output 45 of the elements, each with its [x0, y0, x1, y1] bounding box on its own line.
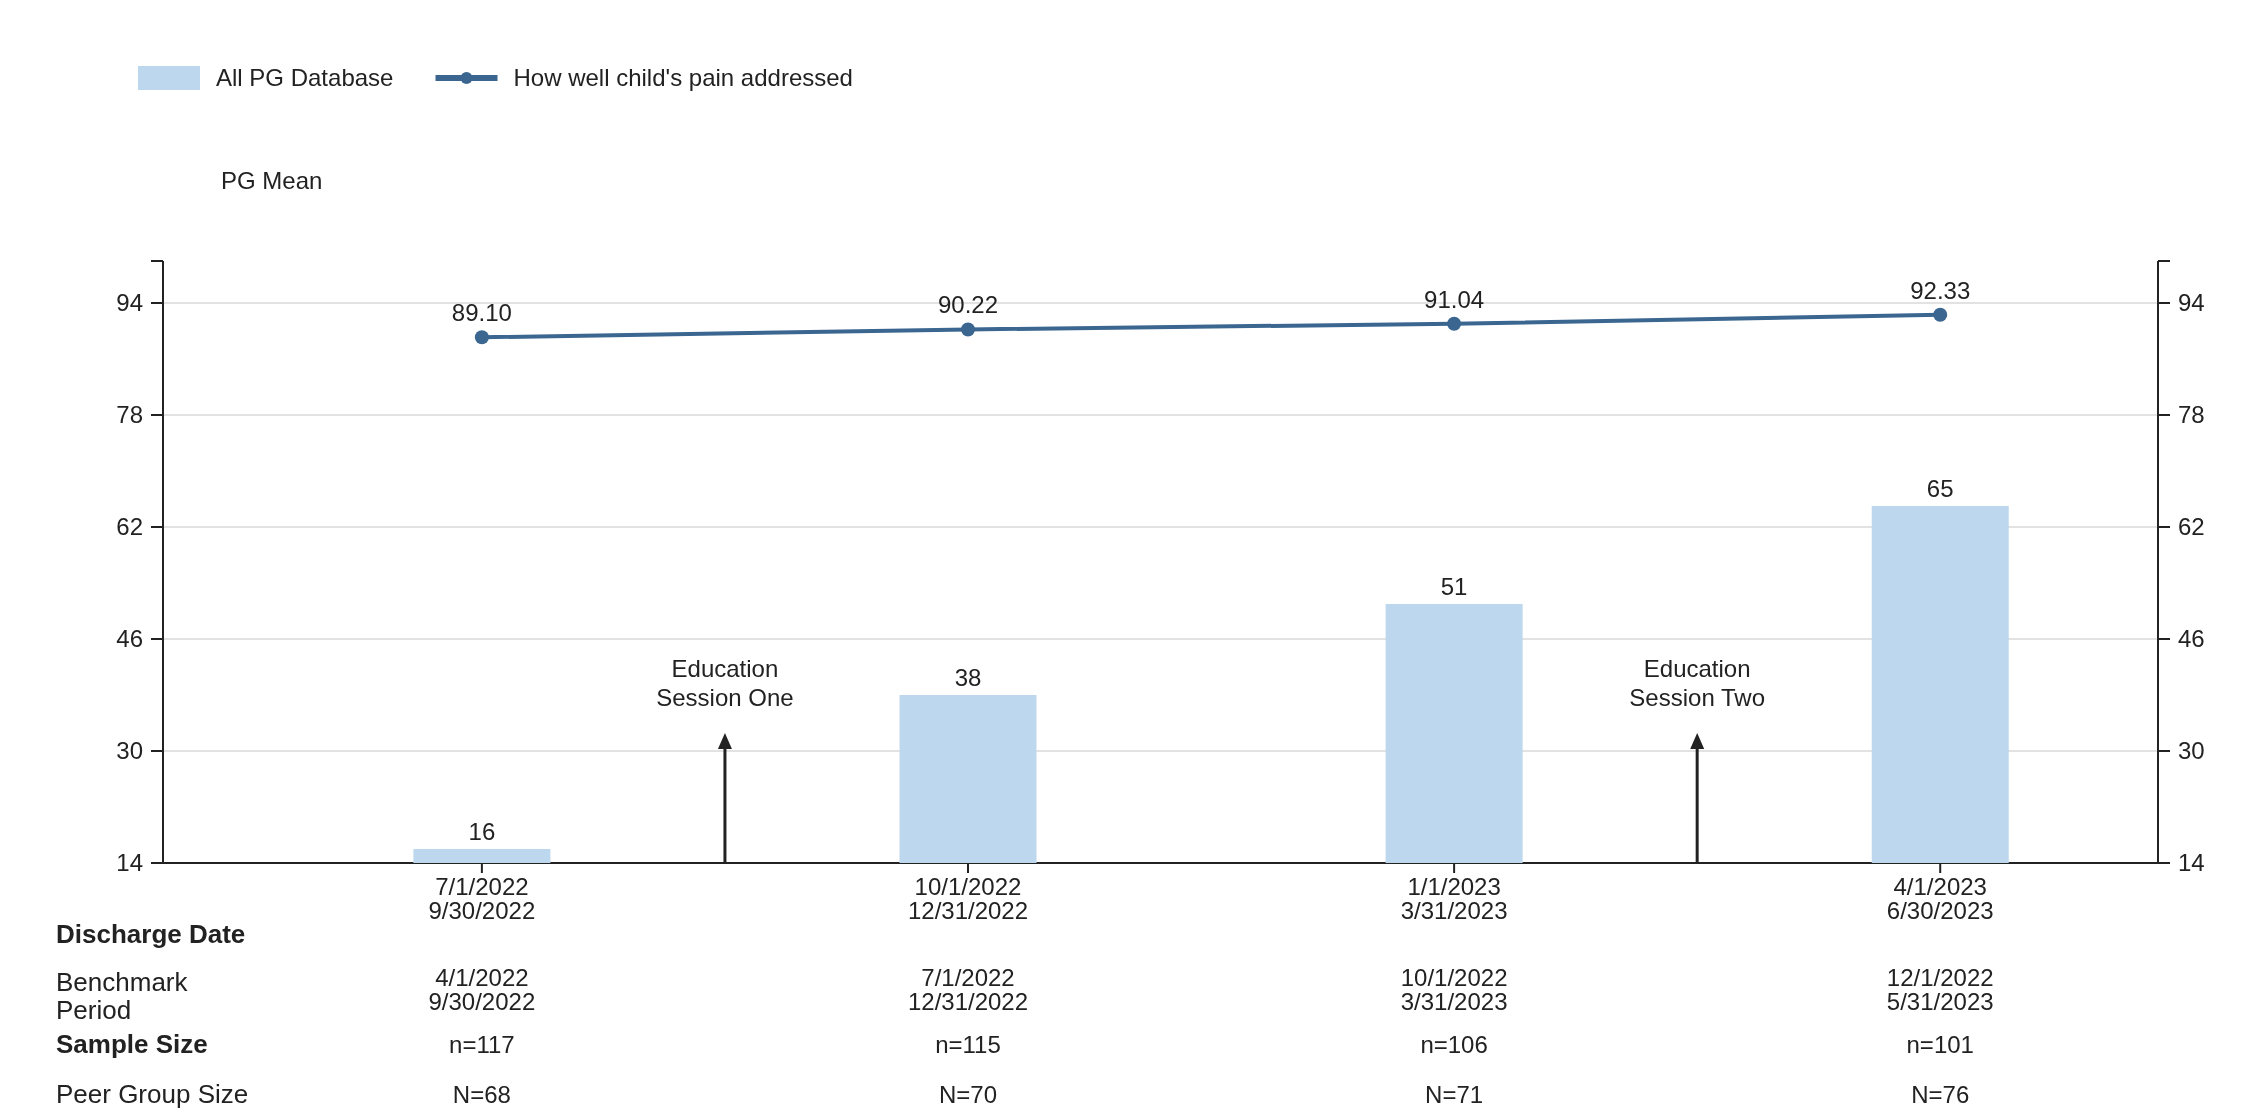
- x-tick-label: 7/1/2022 9/30/2022: [428, 873, 536, 924]
- data-label: 51: [1440, 573, 1468, 600]
- y-tick-label: 46: [116, 625, 143, 652]
- text: Benchmark Period: [56, 967, 189, 1025]
- text: 12/1/2022 5/31/2023: [1886, 964, 1994, 1015]
- y-tick-label: 78: [116, 401, 143, 428]
- y-tick-label: 14: [116, 849, 143, 876]
- y2-tick-label: 14: [2178, 849, 2205, 876]
- data-label: 89.10: [451, 299, 512, 327]
- text: n=101: [1906, 1031, 1974, 1058]
- y2-tick-label: 78: [2178, 401, 2205, 428]
- data-label: 65: [1926, 475, 1954, 502]
- y-axis-title: PG Mean: [221, 167, 323, 194]
- y-tick-label: 30: [116, 737, 143, 764]
- text: 4/1/2022 9/30/2022: [428, 964, 536, 1015]
- y2-tick-label: 30: [2178, 737, 2205, 764]
- data-label: 16: [468, 818, 496, 845]
- y2-tick-label: 62: [2178, 513, 2205, 540]
- data-label: 38: [954, 664, 982, 691]
- legend-label: All PG Database: [216, 64, 394, 91]
- text: 7/1/2022 12/31/2022: [907, 964, 1029, 1015]
- text: Sample Size: [56, 1029, 208, 1059]
- text: 10/1/2022 3/31/2023: [1400, 964, 1508, 1015]
- y-tick-label: 62: [116, 513, 143, 540]
- text: N=68: [452, 1081, 511, 1108]
- text: n=115: [935, 1031, 1001, 1058]
- text: n=106: [1420, 1031, 1488, 1058]
- text: N=76: [1911, 1081, 1970, 1108]
- x-tick-label: 10/1/2022 12/31/2022: [907, 873, 1029, 924]
- text: Discharge Date: [56, 919, 246, 949]
- text: N=70: [938, 1081, 998, 1108]
- annotation: Education Session One: [656, 655, 794, 711]
- y2-tick-label: 46: [2178, 625, 2205, 652]
- data-label: 91.04: [1424, 285, 1485, 313]
- legend-label: How well child's pain addressed: [513, 64, 853, 91]
- text: Peer Group Size: [56, 1079, 249, 1109]
- y2-tick-label: 94: [2178, 289, 2205, 316]
- data-label: 92.33: [1910, 276, 1971, 304]
- data-label: 90.22: [937, 291, 999, 319]
- x-tick-label: 4/1/2023 6/30/2023: [1886, 873, 1994, 924]
- x-tick-label: 1/1/2023 3/31/2023: [1400, 873, 1508, 924]
- text: n=117: [449, 1031, 515, 1058]
- text: N=71: [1425, 1081, 1484, 1108]
- annotation: Education Session Two: [1629, 655, 1765, 711]
- y-tick-label: 94: [116, 289, 143, 316]
